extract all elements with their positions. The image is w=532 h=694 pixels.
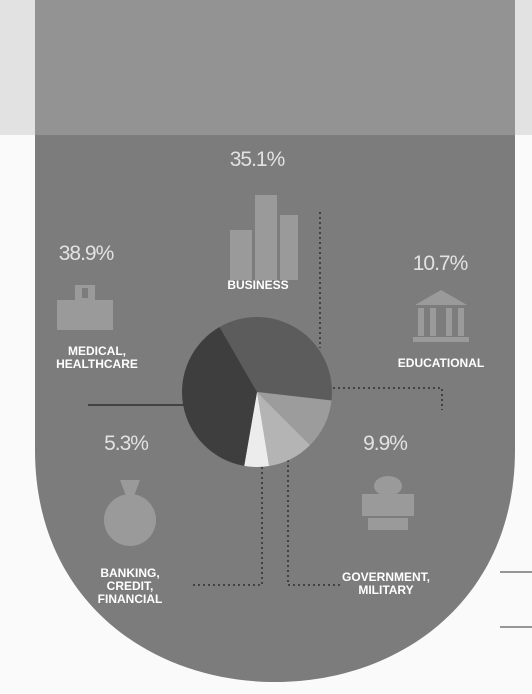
pie-slice — [219, 317, 332, 401]
value-label: 9.9% — [363, 432, 408, 455]
pie-slice — [257, 392, 332, 446]
leader-lines — [88, 212, 443, 586]
category-label: MEDICAL, HEALTHCARE — [56, 344, 138, 371]
value-label: 5.3% — [104, 432, 149, 455]
value-label: 38.9% — [58, 242, 115, 265]
value-label: 10.7% — [412, 252, 469, 275]
category-label: GOVERNMENT, MILITARY — [341, 570, 430, 597]
category-label: EDUCATIONAL — [397, 356, 485, 370]
pie-slice — [244, 392, 270, 467]
pie-slice — [181, 327, 257, 466]
shield-top — [35, 0, 515, 135]
moneybag-icon — [104, 480, 156, 546]
pie — [181, 317, 332, 467]
hospital-icon — [57, 285, 113, 330]
building-icon — [230, 195, 298, 280]
pie-slice — [257, 392, 310, 467]
value-label: 35.1% — [229, 148, 286, 171]
category-label: BANKING, CREDIT, FINANCIAL — [97, 566, 163, 606]
capitol-icon — [362, 476, 414, 530]
bank-icon — [413, 290, 469, 342]
icons — [57, 195, 469, 546]
category-label: BUSINESS — [227, 278, 289, 292]
